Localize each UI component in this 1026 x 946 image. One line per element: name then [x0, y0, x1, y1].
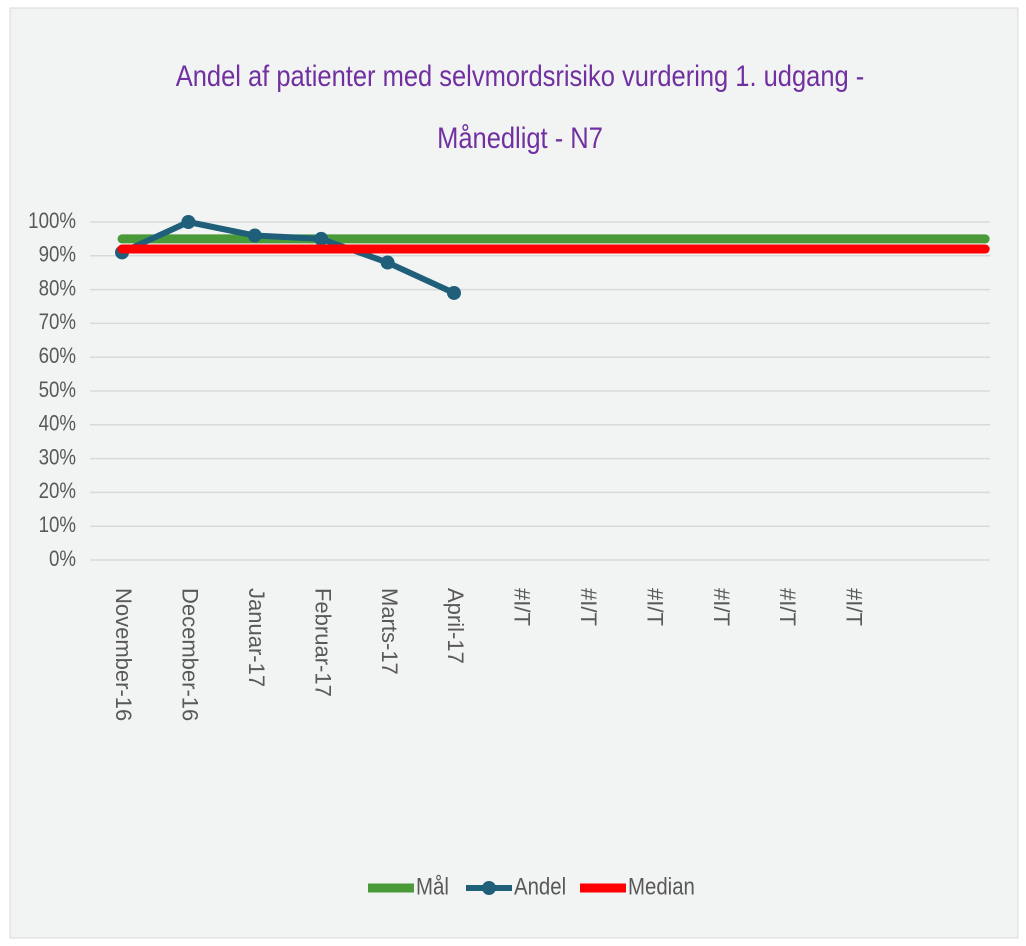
data-point: [247, 228, 262, 243]
data-point: [447, 285, 461, 300]
y-tick-label: 80%: [39, 277, 76, 301]
y-tick-label: 10%: [39, 514, 76, 538]
x-tick-label: November-16: [111, 588, 136, 721]
x-tick-label: #I/T: [775, 588, 800, 626]
y-tick-label: 20%: [39, 480, 76, 504]
y-tick-label: 90%: [39, 243, 76, 267]
y-tick-label: 70%: [39, 311, 76, 335]
legend-label: Mål: [416, 873, 449, 900]
legend-marker: [482, 881, 496, 895]
chart-title: Andel af patienter med selvmordsrisiko v…: [176, 59, 865, 92]
y-tick-label: 30%: [39, 446, 76, 470]
chart-background: [9, 7, 1019, 939]
x-tick-label: #I/T: [576, 588, 601, 626]
legend-item: Median: [580, 873, 695, 900]
data-point: [181, 215, 196, 229]
x-tick-label: #I/T: [709, 588, 734, 626]
x-tick-label: #I/T: [510, 588, 535, 626]
y-tick-label: 0%: [49, 547, 76, 571]
data-point: [314, 231, 329, 246]
x-tick-label: #I/T: [642, 588, 667, 626]
x-tick-label: April-17: [443, 588, 468, 664]
series-line: [119, 219, 457, 296]
x-tick-label: #I/T: [842, 588, 867, 626]
legend-item: Andel: [466, 873, 566, 900]
legend-label: Median: [628, 873, 695, 900]
x-tick-label: Januar-17: [244, 588, 269, 687]
x-tick-label: December-16: [178, 588, 203, 721]
y-tick-label: 40%: [39, 412, 76, 436]
chart-title: Månedligt - N7: [437, 121, 603, 154]
x-tick-label: Marts-17: [377, 588, 402, 675]
legend-item: Mål: [368, 873, 449, 900]
x-tick-label: Februar-17: [310, 588, 335, 697]
legend-label: Andel: [514, 873, 566, 900]
y-tick-label: 50%: [39, 378, 76, 402]
data-point: [380, 255, 395, 270]
y-tick-label: 60%: [39, 345, 76, 369]
y-tick-label: 100%: [28, 209, 76, 233]
